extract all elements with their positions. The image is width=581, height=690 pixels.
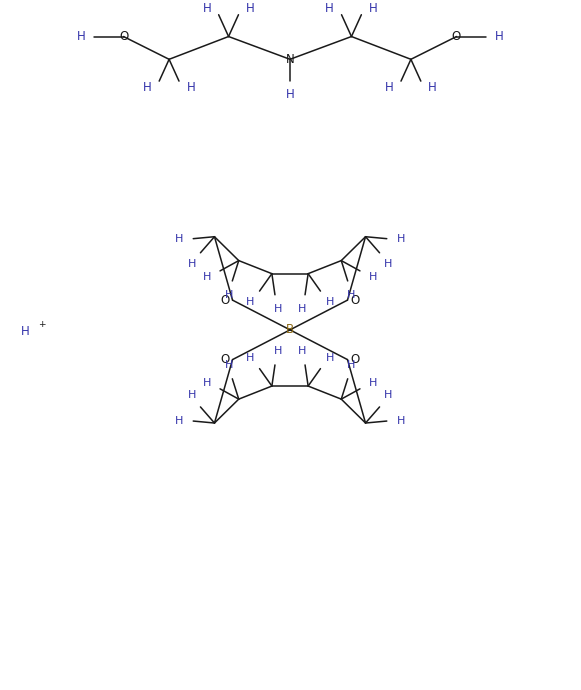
Text: H: H	[225, 359, 234, 370]
Text: H: H	[347, 359, 355, 370]
Text: H: H	[297, 304, 306, 314]
Text: O: O	[351, 353, 360, 366]
Text: H: H	[175, 234, 183, 244]
Text: O: O	[351, 294, 360, 306]
Text: H: H	[77, 30, 85, 43]
Text: H: H	[369, 378, 377, 388]
Text: H: H	[203, 378, 211, 388]
Text: N: N	[286, 53, 295, 66]
Text: O: O	[119, 30, 128, 43]
Text: H: H	[286, 88, 295, 101]
Text: H: H	[188, 391, 196, 400]
Text: O: O	[220, 294, 229, 306]
Text: H: H	[175, 416, 183, 426]
Text: H: H	[203, 272, 211, 282]
Text: O: O	[220, 353, 229, 366]
Text: H: H	[202, 2, 211, 15]
Text: H: H	[187, 81, 195, 94]
Text: B: B	[286, 324, 294, 336]
Text: H: H	[369, 272, 377, 282]
Text: H: H	[428, 81, 437, 94]
Text: H: H	[246, 2, 254, 15]
Text: H: H	[246, 353, 254, 363]
Text: H: H	[274, 346, 282, 356]
Text: H: H	[325, 353, 334, 363]
Text: H: H	[347, 290, 355, 300]
Text: H: H	[325, 2, 334, 15]
Text: H: H	[384, 259, 392, 269]
Text: H: H	[397, 416, 406, 426]
Text: H: H	[20, 326, 29, 338]
Text: H: H	[495, 30, 504, 43]
Text: H: H	[297, 346, 306, 356]
Text: H: H	[325, 297, 334, 307]
Text: H: H	[397, 234, 406, 244]
Text: H: H	[385, 81, 393, 94]
Text: O: O	[452, 30, 461, 43]
Text: H: H	[384, 391, 392, 400]
Text: H: H	[143, 81, 152, 94]
Text: H: H	[274, 304, 282, 314]
Text: H: H	[369, 2, 378, 15]
Text: H: H	[188, 259, 196, 269]
Text: +: +	[38, 320, 46, 329]
Text: H: H	[225, 290, 234, 300]
Text: H: H	[246, 297, 254, 307]
